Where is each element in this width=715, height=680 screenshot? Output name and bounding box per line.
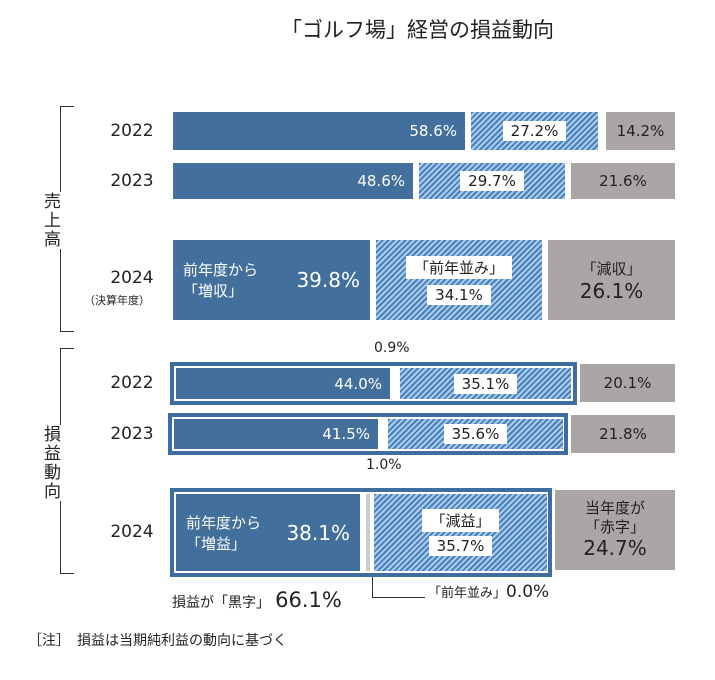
year-label: 2022 — [110, 373, 154, 393]
bar-flat: 29.7% — [419, 163, 565, 199]
bar-decrease: 14.2% — [606, 112, 675, 150]
year-label: 2022 — [110, 121, 154, 141]
bar-increase: 58.6% — [173, 112, 465, 150]
bar-decrease: 21.6% — [571, 163, 675, 199]
year-label: 2023 — [110, 424, 154, 444]
chart-title: 「ゴルフ場」経営の損益動向 — [281, 18, 554, 42]
bar-increase: 前年度から 「増収」 39.8% — [173, 240, 370, 320]
year-label: 2024 — [110, 522, 154, 542]
year-label: 2024 — [110, 268, 154, 288]
bar-decrease: 「減収」 26.1% — [548, 240, 675, 320]
bar-decrease: 「減益」 35.7% — [374, 494, 547, 571]
profit-box — [168, 413, 568, 455]
profit-box — [170, 488, 552, 577]
year-label: 2023 — [110, 171, 154, 191]
group-label-revenue: 売上高 — [38, 192, 63, 249]
bar-increase: 44.0% — [176, 368, 390, 399]
year-note: （決算年度） — [84, 294, 150, 307]
bar-loss: 21.8% — [571, 415, 675, 453]
bar-increase: 48.6% — [173, 163, 413, 199]
bar-increase: 41.5% — [174, 419, 378, 449]
bar-decrease: 35.6% — [388, 419, 563, 449]
bar-decrease: 35.1% — [400, 368, 571, 399]
bar-flat: 27.2% — [471, 112, 598, 150]
footnote: ［注］ 損益は当期純利益の動向に基づく — [28, 633, 287, 649]
bar-flat: 「前年並み」 34.1% — [376, 240, 542, 320]
flat-label: 0.9% — [374, 340, 410, 356]
group-label-profit: 損益動向 — [38, 425, 63, 501]
profit-box — [170, 362, 577, 405]
bar-loss: 20.1% — [580, 364, 675, 402]
flat-label: 「前年並み」0.0% — [428, 582, 550, 602]
flat-leader-line — [372, 577, 425, 598]
bar-loss: 当年度が 「赤字」 24.7% — [555, 490, 675, 570]
bar-flat — [366, 494, 370, 571]
profit-total: 損益が「黒字」 66.1% — [172, 588, 342, 612]
flat-label: 1.0% — [366, 457, 402, 473]
bar-increase: 前年度から 「増益」 38.1% — [176, 494, 360, 571]
